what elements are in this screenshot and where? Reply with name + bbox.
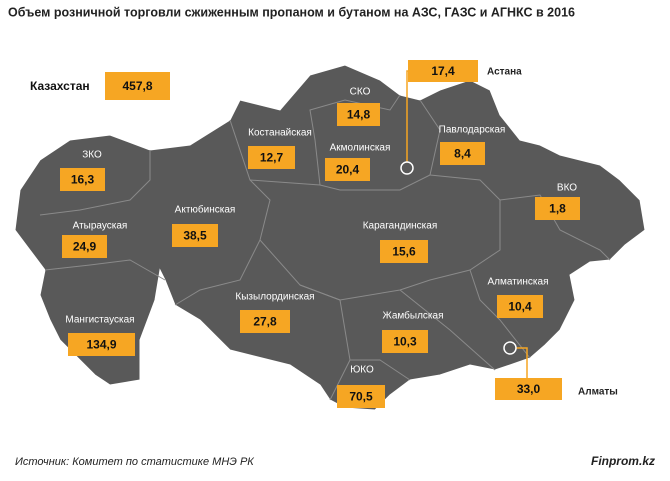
value-box [68, 333, 135, 356]
value: 134,9 [86, 338, 116, 352]
region-name: Павлодарская [439, 125, 506, 136]
value-box [172, 224, 218, 247]
region-name: Актюбинская [175, 204, 236, 216]
region-name: Жамбылская [383, 310, 444, 322]
value: 38,5 [183, 229, 207, 243]
region-borders [39, 94, 611, 401]
region-name: ВКО [557, 183, 577, 194]
value-box [105, 72, 170, 100]
title: Объем розничной торговли сжиженным пропа… [8, 5, 575, 19]
city-name: Алматы [578, 387, 618, 398]
region-name: ЮКО [350, 365, 374, 376]
value: 16,3 [71, 173, 95, 187]
region-name: Карагандинская [363, 221, 438, 232]
value: 1,8 [549, 202, 566, 216]
value-box [380, 240, 428, 263]
value-box [337, 103, 380, 126]
value-box [382, 330, 428, 353]
brand: Finprom.kz [591, 454, 655, 468]
value-box [337, 385, 385, 408]
value-box [60, 168, 105, 191]
value: 8,4 [454, 147, 471, 161]
total-name: Казахстан [30, 79, 90, 93]
region-name: СКО [350, 87, 371, 98]
value: 27,8 [253, 315, 277, 329]
value-box [325, 158, 370, 181]
region-name: Акмолинская [330, 143, 391, 154]
region-name: Мангистауская [65, 315, 134, 326]
city-marker [503, 341, 517, 355]
value-box [408, 60, 478, 82]
city-marker [400, 161, 414, 175]
value-box [497, 295, 543, 318]
value-box [62, 235, 107, 258]
region-name: Кызылординская [235, 292, 314, 303]
source: Источник: Комитет по статистике МНЭ РК [15, 456, 254, 468]
value-box [440, 142, 485, 165]
value: 70,5 [349, 390, 373, 404]
value: 10,3 [393, 335, 417, 349]
value: 17,4 [431, 64, 455, 78]
value: 15,6 [392, 245, 416, 259]
value-box [248, 146, 295, 169]
leader-line [406, 70, 408, 162]
region-name: Алматинская [488, 277, 549, 288]
value: 20,4 [336, 163, 360, 177]
value: 14,8 [347, 108, 371, 122]
value: 10,4 [508, 300, 532, 314]
city-name: Астана [487, 67, 522, 78]
leader-line [516, 347, 528, 378]
value: 457,8 [122, 79, 152, 93]
value-box [535, 197, 580, 220]
value: 12,7 [260, 151, 284, 165]
region-name: ЗКО [82, 150, 102, 161]
value-box [240, 310, 290, 333]
labels: Казахстан 457,8 СКО 14,8 Костанайская 12,7 Акм… [30, 60, 618, 408]
value-box [495, 378, 562, 400]
value: 33,0 [517, 382, 541, 396]
value: 24,9 [73, 240, 97, 254]
country-shape [14, 64, 646, 411]
region-name: Атырауская [73, 221, 128, 232]
region-name: Костанайская [248, 128, 312, 139]
